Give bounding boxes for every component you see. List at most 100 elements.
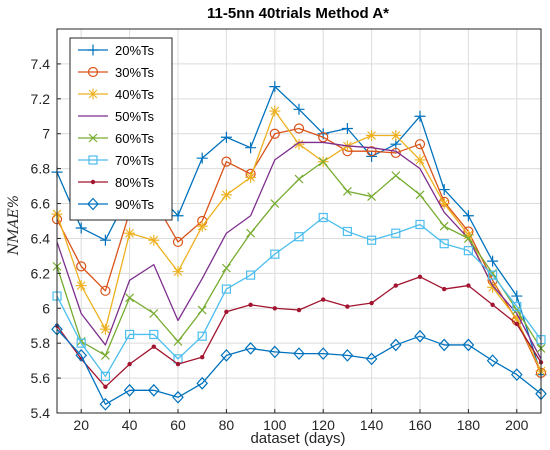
point-marker bbox=[414, 329, 426, 343]
point-marker bbox=[390, 129, 402, 141]
legend-label: 70%Ts bbox=[115, 153, 155, 168]
point-marker bbox=[172, 236, 184, 248]
point-marker bbox=[490, 302, 495, 307]
point-marker bbox=[221, 156, 232, 167]
y-tick-label: 7.4 bbox=[31, 56, 51, 72]
legend-label: 60%Ts bbox=[115, 131, 155, 146]
point-marker bbox=[76, 338, 86, 348]
point-marker bbox=[511, 290, 523, 302]
x-tick-label: 80 bbox=[219, 417, 235, 433]
point-marker bbox=[442, 286, 447, 292]
point-marker bbox=[196, 376, 209, 390]
point-marker bbox=[123, 383, 136, 397]
point-marker bbox=[75, 349, 88, 362]
point-marker bbox=[220, 349, 233, 362]
series-5 bbox=[52, 157, 546, 360]
point-marker bbox=[87, 88, 99, 100]
point-marker bbox=[367, 235, 377, 245]
x-tick-label: 160 bbox=[408, 417, 432, 433]
point-marker bbox=[75, 222, 87, 234]
point-marker bbox=[149, 309, 159, 318]
x-tick-label: 200 bbox=[505, 417, 529, 433]
point-marker bbox=[414, 110, 426, 122]
point-marker bbox=[149, 329, 159, 340]
point-marker bbox=[438, 184, 450, 196]
point-marker bbox=[463, 234, 473, 243]
y-tick-label: 5.4 bbox=[31, 405, 51, 421]
legend-label: 20%Ts bbox=[115, 43, 155, 58]
point-marker bbox=[100, 371, 111, 381]
point-marker bbox=[87, 197, 99, 211]
legend-entry: 60%Ts bbox=[78, 131, 155, 146]
point-marker bbox=[296, 307, 302, 313]
point-marker bbox=[173, 337, 183, 346]
point-marker bbox=[439, 239, 449, 249]
y-axis: 5.4 5.6 5.8 6 6.2 6.4 6.6 6.8 7 7.2 7.4 bbox=[31, 56, 61, 421]
point-marker bbox=[197, 305, 207, 315]
x-axis-label: dataset (days) bbox=[250, 430, 345, 447]
point-marker bbox=[196, 220, 208, 232]
point-marker bbox=[318, 212, 328, 223]
point-marker bbox=[99, 323, 111, 335]
legend-box bbox=[69, 37, 173, 221]
point-marker bbox=[462, 229, 474, 241]
point-marker bbox=[415, 190, 425, 200]
point-marker bbox=[294, 174, 304, 184]
point-marker bbox=[147, 383, 160, 397]
y-tick-label: 6 bbox=[42, 300, 50, 316]
point-marker bbox=[245, 142, 257, 154]
point-marker bbox=[367, 192, 377, 201]
legend-entry: 50%Ts bbox=[78, 109, 155, 124]
point-marker bbox=[342, 226, 352, 237]
x-tick-label: 180 bbox=[457, 417, 481, 433]
point-marker bbox=[221, 263, 231, 273]
point-marker bbox=[366, 129, 378, 141]
legend-entry: 80%Ts bbox=[78, 175, 155, 190]
point-marker bbox=[248, 302, 253, 307]
plot-frame bbox=[56, 28, 542, 414]
point-marker bbox=[417, 274, 423, 280]
y-tick-label: 5.6 bbox=[31, 370, 51, 386]
point-marker bbox=[462, 338, 475, 352]
point-marker bbox=[318, 157, 328, 167]
point-marker bbox=[414, 154, 426, 166]
legend-entry: 40%Ts bbox=[78, 87, 155, 102]
point-marker bbox=[100, 350, 110, 360]
point-marker bbox=[393, 283, 398, 288]
point-marker bbox=[221, 284, 231, 294]
point-marker bbox=[90, 179, 96, 185]
point-marker bbox=[270, 249, 280, 259]
series-line bbox=[56, 216, 542, 378]
series-8 bbox=[51, 322, 547, 411]
legend-entry: 90%Ts bbox=[78, 197, 155, 212]
point-marker bbox=[269, 81, 281, 93]
point-marker bbox=[127, 361, 132, 367]
series-line bbox=[56, 328, 542, 405]
point-marker bbox=[366, 146, 377, 157]
series-6 bbox=[52, 212, 546, 381]
point-marker bbox=[272, 306, 277, 311]
point-marker bbox=[76, 261, 87, 272]
y-tick-label: 7 bbox=[42, 126, 50, 142]
point-marker bbox=[270, 199, 280, 208]
legend-label: 90%Ts bbox=[115, 197, 155, 212]
y-tick-label: 6.4 bbox=[31, 230, 51, 246]
point-marker bbox=[391, 171, 401, 181]
point-marker bbox=[510, 368, 523, 381]
x-tick-label: 100 bbox=[263, 417, 287, 433]
point-marker bbox=[317, 347, 330, 361]
x-tick-label: 120 bbox=[312, 417, 336, 433]
point-marker bbox=[294, 232, 304, 242]
point-marker bbox=[172, 390, 184, 404]
x-axis: 20 40 60 80 100 120 140 160 180 200 bbox=[73, 409, 529, 433]
y-tick-label: 6.6 bbox=[31, 196, 51, 212]
point-marker bbox=[196, 152, 208, 164]
point-marker bbox=[99, 397, 112, 411]
series-4 bbox=[56, 141, 542, 360]
point-marker bbox=[293, 103, 305, 115]
point-marker bbox=[462, 210, 474, 222]
point-marker bbox=[389, 338, 402, 352]
point-marker bbox=[246, 228, 256, 238]
legend: 20%Ts 30%Ts 40%Ts 50%Ts 60%Ts 70%Ts 80%Ts 90%Ts bbox=[69, 37, 173, 221]
